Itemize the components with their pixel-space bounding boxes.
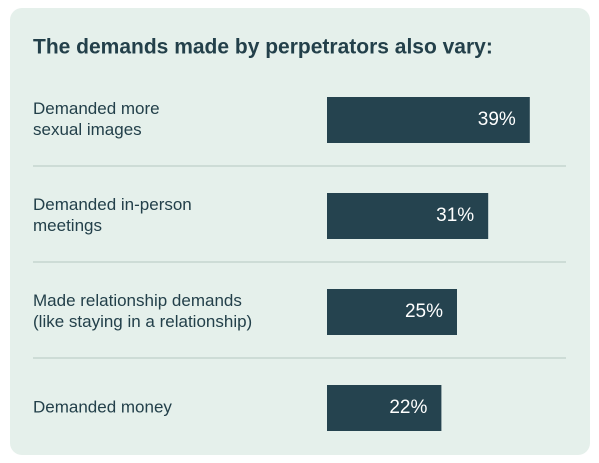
- chart-title: The demands made by perpetrators also va…: [33, 36, 493, 59]
- value-label: 31%: [436, 205, 474, 226]
- value-label: 39%: [478, 109, 516, 130]
- bar: [327, 385, 442, 431]
- category-label: Demanded more: [33, 99, 160, 118]
- category-label: meetings: [33, 216, 102, 235]
- category-label: Demanded in-person: [33, 195, 192, 214]
- category-label: Made relationship demands: [33, 291, 242, 310]
- bar: [327, 97, 530, 143]
- category-label: sexual images: [33, 120, 142, 139]
- category-label: Demanded money: [33, 397, 172, 416]
- bar: [327, 289, 457, 335]
- value-label: 25%: [405, 301, 443, 322]
- category-label: (like staying in a relationship): [33, 312, 252, 331]
- value-label: 22%: [389, 397, 427, 418]
- bar: [327, 193, 489, 239]
